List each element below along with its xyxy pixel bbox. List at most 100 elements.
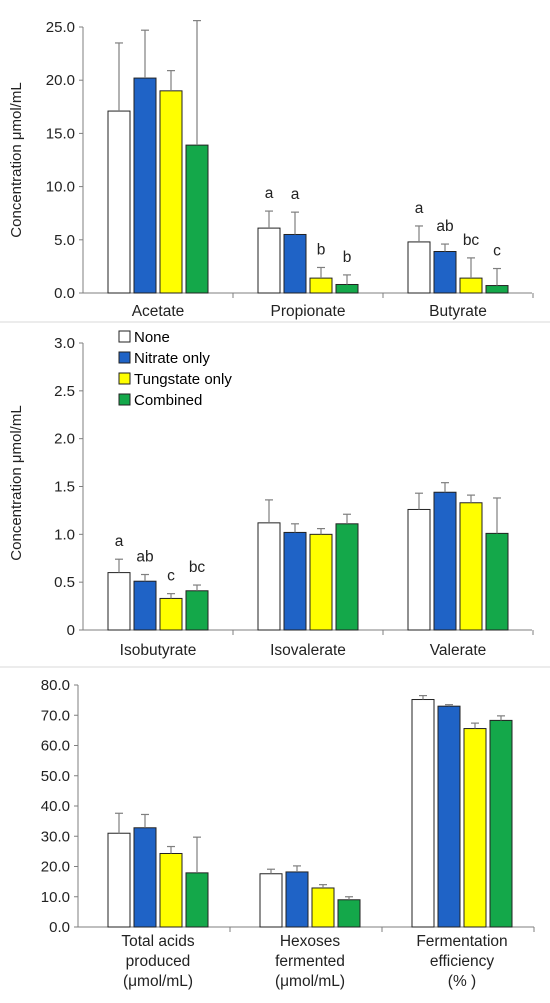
legend: None Nitrate only Tungstate only Combined: [118, 329, 232, 409]
bar-nitrate-only-valerate: [433, 491, 457, 631]
chart-panel-1: 0.0 5.0 10.0 15.0 20.0 25.0 Concentration μmol…: [8, 19, 534, 320]
category-label: Isovalerate: [270, 642, 346, 659]
bar-none-fermentation-efficiency: [411, 699, 435, 928]
significance-label: a: [291, 186, 300, 203]
legend-swatch-combined: [118, 393, 131, 406]
y-tick-label: 2.0: [54, 431, 75, 448]
y-tick-label: 10.0: [41, 889, 70, 906]
category-label: produced: [126, 953, 191, 970]
y-tick-label: 1.0: [54, 526, 75, 543]
category-label: Valerate: [430, 642, 487, 659]
category-label: Propionate: [271, 303, 346, 320]
category-label: Acetate: [132, 303, 185, 320]
bar-tungstate-only-hexoses-fermented-mol-ml: [311, 887, 335, 928]
bar-combined-acetate: [185, 144, 209, 294]
legend-label-combined: Combined: [134, 392, 202, 409]
y-tick-label: 10.0: [46, 179, 75, 196]
y-tick-label: 1.5: [54, 479, 75, 496]
y-tick-label: 0.0: [49, 919, 70, 936]
legend-swatch-nitrate-only: [118, 351, 131, 364]
y-tick-label: 80.0: [41, 677, 70, 694]
bar-combined-isobutyrate: [185, 590, 209, 631]
bar-combined-total-acids-produced-mol-ml: [185, 872, 209, 928]
y-tick-label: 0.0: [54, 285, 75, 302]
bar-tungstate-only-acetate: [159, 90, 183, 294]
significance-label: c: [167, 568, 175, 585]
bar-none-isobutyrate: [107, 572, 131, 631]
category-label: Isobutyrate: [120, 642, 197, 659]
category-label: (μmol/mL): [275, 973, 345, 990]
bar-tungstate-only-isobutyrate: [159, 597, 183, 631]
bar-tungstate-only-total-acids-produced-mol-ml: [159, 852, 183, 928]
y-tick-label: 3.0: [54, 335, 75, 352]
significance-label: bc: [463, 232, 480, 249]
y-axis-label: Concentration μmol/mL: [8, 82, 25, 237]
bar-tungstate-only-valerate: [459, 502, 483, 631]
chart-panel-3: 0.0 10.0 20.0 30.0 40.0 50.0 60.0 70.0 80.0 Total…: [41, 677, 535, 990]
bar-combined-valerate: [485, 532, 509, 631]
legend-label-tungstate-only: Tungstate only: [134, 371, 232, 388]
y-tick-label: 50.0: [41, 768, 70, 785]
category-label: (μmol/mL): [123, 973, 193, 990]
significance-label: a: [265, 185, 274, 202]
significance-label: b: [317, 241, 326, 258]
significance-label: bc: [189, 559, 206, 576]
significance-label: a: [115, 533, 124, 550]
y-axis-label: Concentration μmol/mL: [8, 405, 25, 560]
significance-label: b: [343, 249, 352, 266]
legend-swatch-tungstate-only: [118, 372, 131, 385]
y-tick-label: 0.5: [54, 574, 75, 591]
bar-nitrate-only-isobutyrate: [133, 580, 157, 631]
bar-tungstate-only-fermentation-efficiency: [463, 728, 487, 928]
bar-none-isovalerate: [257, 522, 281, 631]
bar-nitrate-only-acetate: [133, 77, 157, 294]
significance-label: c: [493, 243, 501, 260]
category-label: Total acids: [121, 933, 194, 950]
bar-combined-hexoses-fermented-mol-ml: [337, 899, 361, 928]
bar-nitrate-only-total-acids-produced-mol-ml: [133, 827, 157, 928]
bar-nitrate-only-hexoses-fermented-mol-ml: [285, 871, 309, 928]
bar-nitrate-only-butyrate: [433, 251, 457, 294]
bar-tungstate-only-butyrate: [459, 277, 483, 294]
y-tick-label: 60.0: [41, 738, 70, 755]
bar-combined-isovalerate: [335, 523, 359, 631]
category-label: Fermentation: [416, 933, 507, 950]
y-tick-label: 20.0: [46, 72, 75, 89]
significance-label: a: [415, 200, 424, 217]
bar-tungstate-only-isovalerate: [309, 533, 333, 631]
bar-none-hexoses-fermented-mol-ml: [259, 873, 283, 928]
category-label: fermented: [275, 953, 345, 970]
category-label: efficiency: [430, 953, 495, 970]
y-tick-label: 40.0: [41, 798, 70, 815]
y-tick-label: 5.0: [54, 232, 75, 249]
bar-combined-butyrate: [485, 285, 509, 294]
bar-none-acetate: [107, 110, 131, 294]
legend-label-none: None: [134, 329, 170, 346]
bar-tungstate-only-propionate: [309, 277, 333, 294]
significance-label: ab: [436, 218, 453, 235]
y-tick-label: 25.0: [46, 19, 75, 36]
category-label: Hexoses: [280, 933, 341, 950]
bar-nitrate-only-propionate: [283, 233, 307, 294]
y-tick-label: 70.0: [41, 707, 70, 724]
bar-combined-fermentation-efficiency: [489, 719, 513, 928]
y-tick-label: 20.0: [41, 859, 70, 876]
legend-swatch-none: [118, 330, 131, 343]
bar-none-propionate: [257, 227, 281, 294]
y-tick-label: 2.5: [54, 383, 75, 400]
y-tick-label: 30.0: [41, 828, 70, 845]
chart-panel-2: 0 0.5 1.0 1.5 2.0 2.5 3.0 Concentration μmol/mL…: [8, 329, 534, 659]
bar-none-total-acids-produced-mol-ml: [107, 832, 131, 928]
bar-none-butyrate: [407, 241, 431, 294]
bar-nitrate-only-isovalerate: [283, 531, 307, 631]
category-label: (% ): [448, 973, 476, 990]
y-tick-label: 15.0: [46, 125, 75, 142]
bar-nitrate-only-fermentation-efficiency: [437, 705, 461, 928]
y-tick-label: 0: [67, 622, 75, 639]
category-label: Butyrate: [429, 303, 487, 320]
legend-label-nitrate-only: Nitrate only: [134, 350, 210, 367]
bar-combined-propionate: [335, 283, 359, 294]
significance-label: ab: [136, 549, 153, 566]
bar-none-valerate: [407, 508, 431, 631]
